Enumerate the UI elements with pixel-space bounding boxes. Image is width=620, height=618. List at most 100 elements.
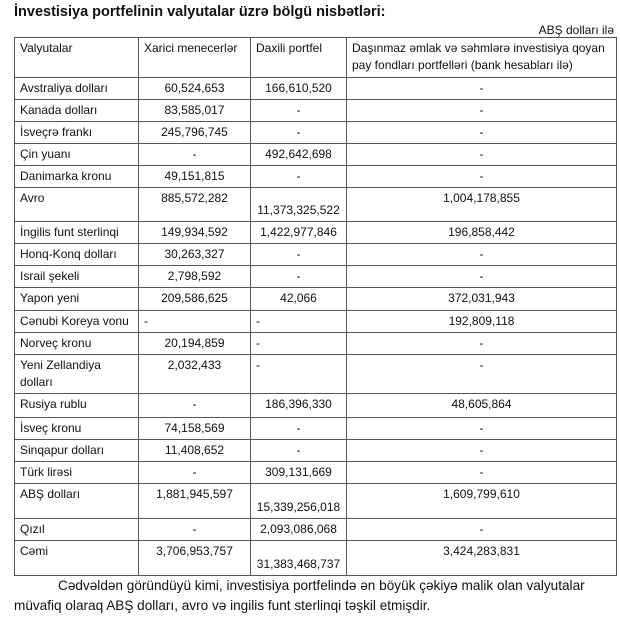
currency-name: Kanada dolları [14, 99, 139, 122]
currency-portfolio-table: Valyutalar Xarici menecerlər Daxili port… [14, 37, 617, 576]
currency-name: İsveçrə frankı [14, 121, 139, 144]
domestic-portfolio-value: 15,339,256,018 [250, 483, 347, 519]
funds-portfolio-value: 1,609,799,610 [346, 483, 617, 519]
table-row: Norveç kronu 20,194,859- - [14, 332, 617, 355]
domestic-portfolio-value: 1,422,977,846 [250, 221, 347, 244]
table-row: İsveçrə frankı 245,796,745- - [14, 121, 617, 144]
currency-name: ABŞ dolları [14, 483, 139, 519]
table-row: Çin yuanı -492,642,698- [14, 143, 617, 166]
table-row: Sinqapur dolları 11,408,652- - [14, 439, 617, 462]
domestic-portfolio-value: 166,610,520 [250, 77, 347, 100]
funds-portfolio-value: - [346, 439, 617, 462]
funds-portfolio-value: - [346, 354, 617, 394]
unit-label: ABŞ dolları ilə [538, 23, 614, 37]
funds-portfolio-value: - [346, 518, 617, 541]
domestic-portfolio-value: 186,396,330 [250, 393, 347, 418]
foreign-managers-value: 149,934,592 [138, 221, 251, 244]
funds-portfolio-value: 372,031,943 [346, 287, 617, 311]
foreign-managers-value: 49,151,815 [138, 165, 251, 188]
currency-name: Rusiya rublu [14, 393, 139, 418]
table-row: İsveç kronu 74,158,569- - [14, 417, 617, 440]
header-funds-portfolio: Daşınmaz əmlak və səhmlərə investisiya q… [346, 37, 617, 78]
funds-portfolio-value: 1,004,178,855 [346, 187, 617, 222]
table-row: Türk lirəsi -309,131,669- [14, 461, 617, 484]
funds-portfolio-value: - [346, 417, 617, 440]
domestic-portfolio-value: - [250, 243, 347, 266]
summary-paragraph: Cədvəldən göründüyü kimi, investisiya po… [14, 576, 614, 616]
table-row: Avstraliya dolları 60,524,653 166,610,520- [14, 77, 617, 100]
foreign-managers-value: 60,524,653 [138, 77, 251, 100]
foreign-managers-value: 11,408,652 [138, 439, 251, 462]
table-row: Yeni Zellandiya dolları 2,032,433- - [14, 354, 617, 394]
foreign-managers-value: 209,586,625 [138, 287, 251, 311]
currency-name: Danimarka kronu [14, 165, 139, 188]
domestic-portfolio-value: 31,383,468,737 [250, 540, 347, 576]
currency-name: İngilis funt sterlinqi [14, 221, 139, 244]
currency-name: Honq-Konq dolları [14, 243, 139, 266]
domestic-portfolio-value: 42,066 [250, 287, 347, 311]
table-row: Israil şekeli 2,798,592- - [14, 265, 617, 288]
table-row: Kanada dolları 83,585,017- - [14, 99, 617, 122]
domestic-portfolio-value: 309,131,669 [250, 461, 347, 484]
table-row: Honq-Konq dolları 30,263,327- - [14, 243, 617, 266]
page-title: İnvestisiya portfelinin valyutalar üzrə … [14, 4, 386, 20]
domestic-portfolio-value: - [250, 165, 347, 188]
currency-name: Yeni Zellandiya dolları [14, 354, 139, 394]
currency-name: Norveç kronu [14, 332, 139, 355]
foreign-managers-value: - [138, 393, 251, 418]
funds-portfolio-value: - [346, 461, 617, 484]
header-currency: Valyutalar [14, 37, 139, 78]
funds-portfolio-value: 3,424,283,831 [346, 540, 617, 576]
domestic-portfolio-value: - [250, 417, 347, 440]
funds-portfolio-value: - [346, 99, 617, 122]
foreign-managers-value: - [138, 310, 251, 333]
funds-portfolio-value: - [346, 243, 617, 266]
currency-name: Sinqapur dolları [14, 439, 139, 462]
funds-portfolio-value: - [346, 121, 617, 144]
foreign-managers-value: - [138, 461, 251, 484]
domestic-portfolio-value: - [250, 265, 347, 288]
table-row: ABŞ dolları 1,881,945,597 15,339,256,018 1,… [14, 483, 617, 519]
table-row: Danimarka kronu 49,151,815- - [14, 165, 617, 188]
funds-portfolio-value: - [346, 77, 617, 100]
summary-text: Cədvəldən göründüyü kimi, investisiya po… [14, 578, 585, 613]
funds-portfolio-value: - [346, 265, 617, 288]
funds-portfolio-value: 192,809,118 [346, 310, 617, 333]
funds-portfolio-value: 48,605,864 [346, 393, 617, 418]
domestic-portfolio-value: - [250, 439, 347, 462]
domestic-portfolio-value: - [250, 310, 347, 333]
foreign-managers-value: 83,585,017 [138, 99, 251, 122]
table-row: Rusiya rublu -186,396,330 48,605,864 [14, 393, 617, 418]
table-header-row: Valyutalar Xarici menecerlər Daxili port… [14, 37, 617, 78]
currency-name: Çin yuanı [14, 143, 139, 166]
table-row: Avro 885,572,282 11,373,325,522 1,004,178,8… [14, 187, 617, 222]
foreign-managers-value: 20,194,859 [138, 332, 251, 355]
foreign-managers-value: 30,263,327 [138, 243, 251, 266]
foreign-managers-value: 245,796,745 [138, 121, 251, 144]
domestic-portfolio-value: 492,642,698 [250, 143, 347, 166]
foreign-managers-value: 885,572,282 [138, 187, 251, 222]
currency-name: Türk lirəsi [14, 461, 139, 484]
currency-name: Cənubi Koreya vonu [14, 310, 139, 333]
foreign-managers-value: - [138, 143, 251, 166]
domestic-portfolio-value: - [250, 121, 347, 144]
foreign-managers-value: 2,798,592 [138, 265, 251, 288]
funds-portfolio-value: - [346, 165, 617, 188]
table-row: Cənubi Koreya vonu - -192,809,118 [14, 310, 617, 333]
funds-portfolio-value: - [346, 143, 617, 166]
foreign-managers-value: - [138, 518, 251, 541]
currency-name: Qızıl [14, 518, 139, 541]
domestic-portfolio-value: 2,093,086,068 [250, 518, 347, 541]
table-row: İngilis funt sterlinqi 149,934,592 1,422,9… [14, 221, 617, 244]
domestic-portfolio-value: - [250, 332, 347, 355]
table-row: Qızıl -2,093,086,068- [14, 518, 617, 541]
funds-portfolio-value: 196,858,442 [346, 221, 617, 244]
domestic-portfolio-value: - [250, 99, 347, 122]
domestic-portfolio-value: - [250, 354, 347, 394]
currency-name: Yapon yeni [14, 287, 139, 311]
foreign-managers-value: 2,032,433 [138, 354, 251, 394]
currency-name: Israil şekeli [14, 265, 139, 288]
currency-name: Avstraliya dolları [14, 77, 139, 100]
foreign-managers-value: 3,706,953,757 [138, 540, 251, 576]
funds-portfolio-value: - [346, 332, 617, 355]
